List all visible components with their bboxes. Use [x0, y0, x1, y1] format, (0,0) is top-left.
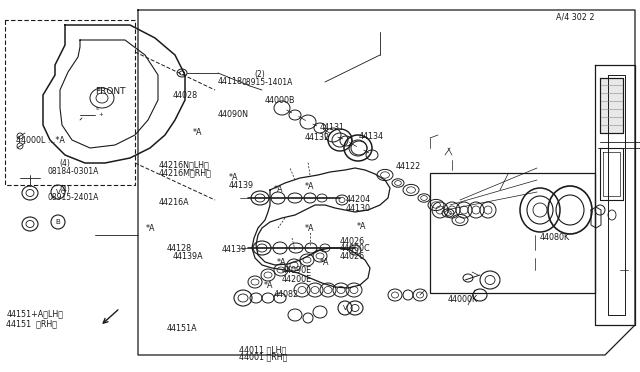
Text: 44082: 44082 — [273, 290, 298, 299]
Text: *A: *A — [305, 224, 314, 233]
Text: c: c — [98, 86, 101, 90]
Text: *A: *A — [357, 222, 367, 231]
Text: 44131: 44131 — [320, 123, 345, 132]
Text: 08915-2401A: 08915-2401A — [48, 193, 99, 202]
Text: 44122: 44122 — [396, 162, 420, 171]
Bar — [600, 78, 623, 133]
Text: 44132: 44132 — [305, 133, 330, 142]
Text: 44000B: 44000B — [264, 96, 295, 105]
Text: 44128: 44128 — [167, 244, 192, 253]
Bar — [430, 173, 595, 293]
Text: V: V — [342, 305, 348, 311]
Text: s: s — [96, 106, 99, 110]
Text: 44000K: 44000K — [448, 295, 478, 304]
Text: FRONT: FRONT — [95, 87, 125, 96]
Text: *A: *A — [264, 281, 273, 290]
Text: 44151A: 44151A — [166, 324, 197, 333]
Text: +: + — [98, 112, 103, 118]
Text: *A: *A — [193, 128, 203, 137]
Text: 44151  〈RH〉: 44151 〈RH〉 — [6, 319, 58, 328]
Text: 44216M〈RH〉: 44216M〈RH〉 — [159, 169, 212, 177]
Text: 08184-0301A: 08184-0301A — [48, 167, 99, 176]
Text: *A: *A — [228, 173, 238, 182]
Text: *A: *A — [305, 182, 314, 191]
Text: 44204: 44204 — [346, 195, 371, 203]
Text: 44090E: 44090E — [282, 266, 312, 275]
Text: 44090N: 44090N — [218, 110, 248, 119]
Text: (4): (4) — [59, 159, 70, 168]
Text: 44011 〈LH〉: 44011 〈LH〉 — [239, 345, 286, 354]
Text: 44139A: 44139A — [173, 252, 204, 261]
Text: (4): (4) — [59, 185, 70, 194]
Text: 44200E: 44200E — [282, 275, 312, 283]
Text: 44000C: 44000C — [339, 244, 370, 253]
Text: 44216N〈LH〉: 44216N〈LH〉 — [159, 160, 209, 169]
Text: 44118: 44118 — [218, 77, 243, 86]
Text: 08915-1401A: 08915-1401A — [242, 78, 293, 87]
Text: *A: *A — [276, 258, 286, 267]
Text: B: B — [56, 219, 60, 225]
Text: A/4 302 2: A/4 302 2 — [556, 12, 594, 21]
Text: 44026: 44026 — [339, 252, 364, 261]
Text: 44139: 44139 — [221, 245, 246, 254]
Text: 44000L ...*A: 44000L ...*A — [16, 136, 65, 145]
Text: 44026: 44026 — [339, 237, 364, 246]
Text: 44134: 44134 — [358, 132, 383, 141]
Text: 44130: 44130 — [346, 204, 371, 213]
Text: 44028: 44028 — [173, 92, 198, 100]
Text: 44216A: 44216A — [159, 198, 189, 207]
Text: 44139: 44139 — [228, 182, 253, 190]
Text: 44001 〈RH〉: 44001 〈RH〉 — [239, 353, 287, 362]
Text: 44080K: 44080K — [540, 233, 570, 242]
Text: *A: *A — [146, 224, 156, 232]
Text: V: V — [56, 189, 60, 195]
Text: 44151+A〈LH〉: 44151+A〈LH〉 — [6, 310, 63, 319]
Text: *A: *A — [274, 185, 284, 194]
Text: (2): (2) — [255, 70, 266, 79]
Text: *A: *A — [320, 258, 330, 267]
